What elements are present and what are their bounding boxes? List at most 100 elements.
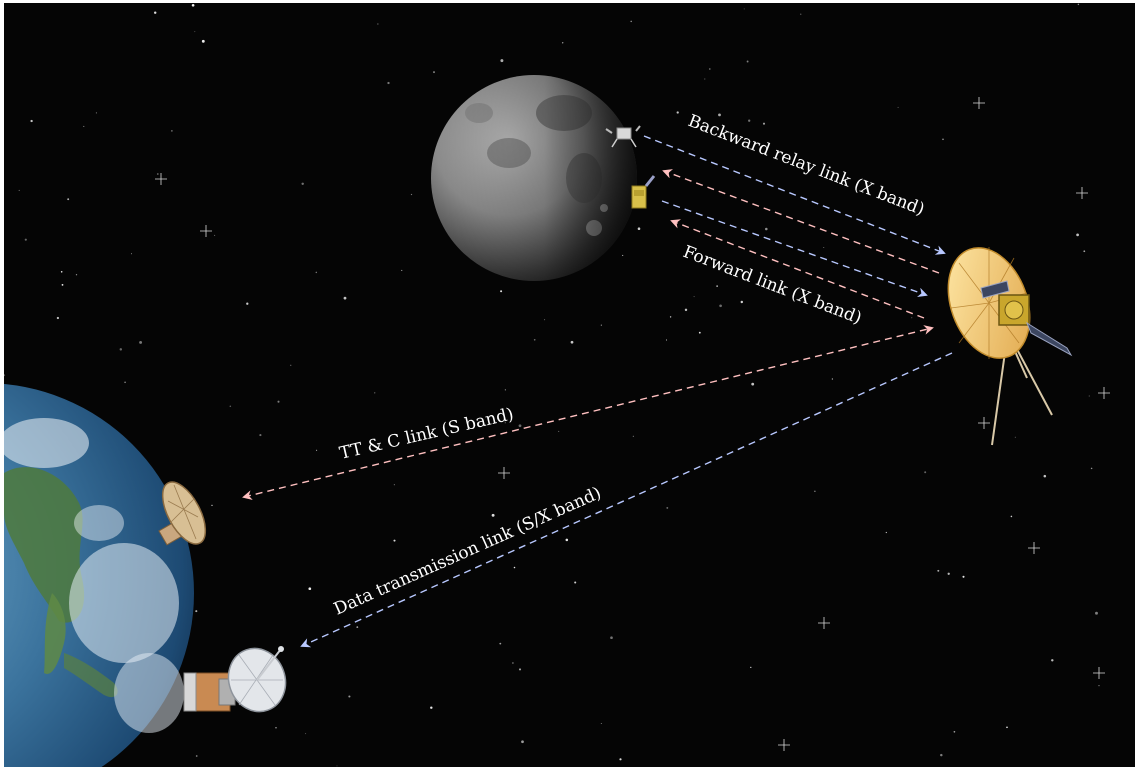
star <box>962 575 965 578</box>
ttc-link-arrow <box>242 325 934 500</box>
star <box>83 125 85 127</box>
star <box>669 316 672 318</box>
star <box>487 537 491 540</box>
star <box>1090 467 1093 470</box>
star <box>942 138 944 141</box>
star <box>61 283 64 286</box>
star <box>574 581 577 584</box>
star <box>348 695 351 698</box>
star <box>308 587 312 591</box>
star <box>387 81 390 85</box>
star <box>748 119 751 122</box>
star <box>124 381 126 384</box>
star <box>393 539 396 542</box>
bright-star <box>778 739 790 751</box>
star <box>684 308 688 312</box>
star <box>698 331 701 334</box>
star <box>156 173 159 175</box>
star <box>565 538 569 542</box>
star <box>305 733 307 735</box>
lunar-rover-icon <box>631 175 656 209</box>
star <box>343 296 347 300</box>
bright-star <box>1098 387 1110 399</box>
star <box>1098 684 1100 687</box>
star <box>75 274 78 276</box>
star <box>1006 726 1008 729</box>
star <box>401 269 403 271</box>
star <box>316 449 318 451</box>
star <box>30 119 33 123</box>
earth-icon <box>4 384 194 767</box>
star <box>518 424 522 428</box>
star <box>56 316 60 320</box>
star <box>924 471 927 474</box>
star <box>533 338 536 341</box>
star <box>765 227 768 231</box>
bright-star <box>973 97 985 109</box>
star <box>823 246 825 248</box>
star <box>195 755 198 757</box>
star <box>719 304 722 308</box>
star <box>704 78 706 80</box>
star <box>600 723 602 724</box>
bright-star <box>1093 667 1105 679</box>
star <box>750 666 752 669</box>
star <box>600 324 602 326</box>
star <box>229 405 232 407</box>
star <box>246 302 249 305</box>
star <box>558 430 560 432</box>
star <box>374 392 376 394</box>
bright-star <box>155 173 167 185</box>
star <box>214 234 216 236</box>
star <box>277 400 280 403</box>
star <box>393 484 395 486</box>
star <box>521 740 524 744</box>
star <box>743 8 745 10</box>
star <box>1076 233 1079 237</box>
star <box>491 513 495 517</box>
star <box>290 364 292 366</box>
star <box>24 238 27 241</box>
star <box>751 382 755 386</box>
backward-relay-link-arrow <box>643 135 946 255</box>
star <box>940 753 943 757</box>
star <box>885 531 887 534</box>
star <box>1043 474 1047 478</box>
star <box>259 434 262 437</box>
star <box>622 254 624 256</box>
star <box>95 112 97 114</box>
star <box>630 20 632 23</box>
star <box>718 113 721 117</box>
star <box>195 610 198 613</box>
star <box>619 758 622 761</box>
link-lines <box>242 135 953 648</box>
star <box>800 13 802 15</box>
star <box>716 285 718 287</box>
star <box>301 182 304 186</box>
bright-star <box>1028 542 1040 554</box>
star <box>693 296 695 298</box>
communication-diagram: Backward relay link (X band) Forward lin… <box>4 3 1135 767</box>
star <box>632 435 634 437</box>
star <box>410 193 413 196</box>
star <box>153 11 157 14</box>
star <box>18 189 20 191</box>
star <box>4 374 6 377</box>
star <box>356 626 359 629</box>
star <box>947 572 950 575</box>
star <box>499 642 502 645</box>
star <box>762 122 766 125</box>
star <box>500 290 503 293</box>
star <box>610 636 613 640</box>
star <box>191 3 195 7</box>
backward-relay-return-arrow <box>662 169 940 274</box>
star <box>666 506 669 509</box>
ground-antenna-small-icon <box>158 481 207 546</box>
star <box>433 71 435 74</box>
star <box>544 319 546 321</box>
star <box>130 253 133 255</box>
star <box>67 198 70 201</box>
star <box>512 662 514 664</box>
bright-star <box>200 225 212 237</box>
star <box>171 130 173 132</box>
